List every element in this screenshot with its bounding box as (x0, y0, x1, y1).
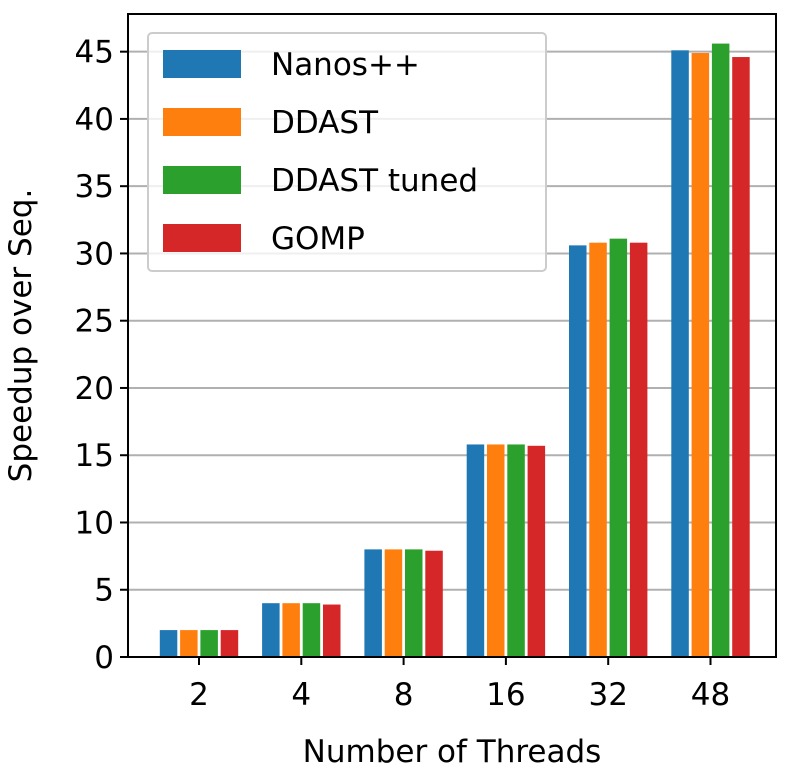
bar-gomp-32 (629, 242, 648, 657)
x-axis-label: Number of Threads (303, 734, 602, 770)
legend-swatch-ddast (163, 108, 241, 136)
bar-nanos--8 (364, 549, 382, 657)
legend-label-ddast-tuned: DDAST tuned (271, 163, 478, 199)
legend-label-nanos-: Nanos++ (271, 47, 420, 83)
bar-nanos--32 (569, 245, 587, 658)
bars (159, 43, 750, 658)
x-tick-label: 32 (588, 677, 627, 713)
bar-ddast-tuned-48 (711, 43, 730, 658)
y-tick-label: 30 (75, 236, 114, 272)
y-tick-label: 10 (75, 505, 114, 541)
plot-frame (127, 13, 777, 658)
bar-nanos--2 (159, 630, 178, 657)
y-tick-label: 25 (75, 304, 114, 340)
bar-ddast-8 (384, 549, 403, 657)
legend-swatch-gomp (163, 224, 241, 252)
bar-ddast-tuned-8 (405, 549, 423, 657)
bar-gomp-8 (425, 550, 443, 657)
y-tick-label: 20 (75, 371, 114, 407)
bar-ddast-tuned-4 (302, 603, 321, 657)
x-tick-label: 16 (486, 677, 525, 713)
bar-ddast-4 (282, 603, 300, 657)
legend-label-ddast: DDAST (271, 105, 379, 141)
legend-swatch-ddast-tuned (163, 166, 241, 194)
y-tick-label: 0 (94, 640, 114, 676)
legend-box (147, 32, 547, 272)
bar-gomp-4 (323, 604, 341, 657)
bar-nanos--48 (671, 50, 689, 658)
y-tick-label: 45 (75, 35, 114, 71)
bar-nanos--4 (262, 603, 280, 657)
bar-ddast-2 (180, 630, 198, 657)
bar-ddast-48 (691, 53, 710, 658)
bar-ddast-tuned-16 (507, 444, 525, 657)
bar-ddast-tuned-2 (200, 630, 218, 657)
bar-ddast-32 (589, 242, 607, 657)
bar-nanos--16 (466, 444, 485, 657)
bar-ddast-tuned-32 (609, 238, 628, 658)
bar-gomp-48 (732, 57, 750, 658)
x-tick-label: 2 (189, 677, 209, 713)
bar-gomp-2 (220, 630, 239, 657)
x-tick-label: 4 (291, 677, 311, 713)
legend-items: Nanos++ DDAST DDAST tuned GOMP (163, 47, 478, 257)
legend-swatch-nanos- (163, 50, 241, 78)
x-tick-label: 48 (691, 677, 730, 713)
y-tick-label: 40 (75, 102, 114, 138)
legend-label-gomp: GOMP (271, 221, 365, 257)
y-tick-label: 35 (75, 169, 114, 205)
bar-ddast-16 (487, 444, 505, 657)
y-axis-label: Speedup over Seq. (3, 189, 39, 483)
x-tick-label: 8 (394, 677, 414, 713)
y-tick-label: 15 (75, 438, 114, 474)
legend: Nanos++ DDAST DDAST tuned GOMP (147, 32, 547, 272)
bar-gomp-16 (527, 445, 546, 657)
y-tick-label: 5 (94, 573, 114, 609)
